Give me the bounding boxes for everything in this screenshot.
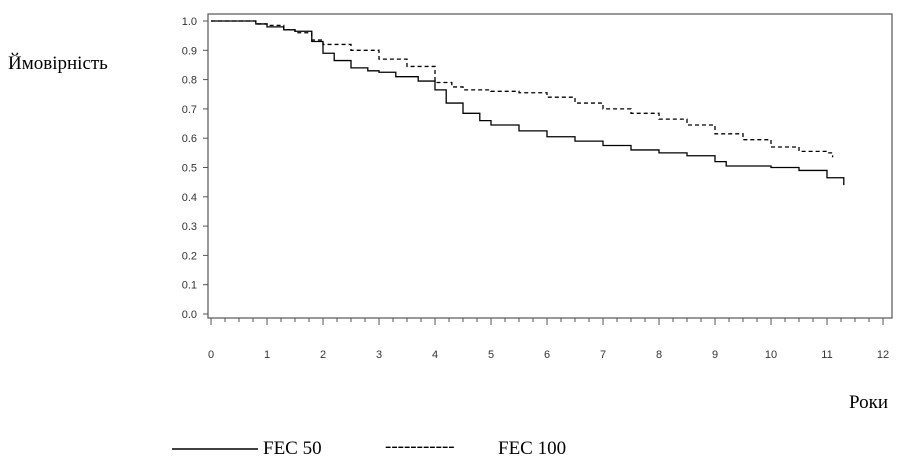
y-tick-label: 0.9 [182,45,197,57]
series-line-fec-100 [211,20,834,158]
y-tick-label: 0.6 [182,133,197,145]
y-tick-label: 0.2 [182,250,197,262]
x-tick-label: 0 [208,349,214,361]
y-tick-label: 0.1 [182,280,197,292]
y-tick-label: 0.7 [182,104,197,116]
x-tick-label: 11 [821,349,832,361]
legend-swatch-fec100: ----------- [385,436,455,457]
y-tick-label: 0.4 [182,192,197,204]
x-tick-label: 5 [488,349,494,361]
x-axis-label: Роки [849,392,888,413]
y-axis-label: Ймовірність [8,53,108,74]
x-tick-label: 3 [376,349,382,361]
x-axis: 0 1 2 3 4 5 6 7 8 9 10 11 12 [208,318,889,361]
legend-label-fec50: FEC 50 [263,438,322,459]
series-layer [211,20,845,186]
x-tick-label: 12 [877,349,889,361]
x-tick-label: 9 [712,349,718,361]
y-tick-label: 0.3 [182,221,197,233]
x-tick-label: 1 [264,349,270,361]
x-tick-label: 10 [765,349,777,361]
y-tick-label: 0.8 [182,75,197,87]
series-line-fec-50 [211,20,845,186]
y-axis: 0.0 0.1 0.2 0.3 0.4 0.5 0.6 0.7 0.8 0.9 1.0 [182,16,208,321]
y-tick-label: 0.0 [182,309,197,321]
x-tick-label: 6 [544,349,550,361]
legend-label-fec100: FEC 100 [498,438,566,459]
y-tick-label: 0.5 [182,163,197,175]
plot-frame [207,13,893,319]
x-tick-label: 8 [656,349,662,361]
x-tick-label: 7 [600,349,606,361]
y-tick-label: 1.0 [182,16,197,28]
x-tick-label: 2 [320,349,326,361]
legend: FEC 50 ----------- FEC 100 [172,436,566,459]
x-tick-label: 4 [432,349,438,361]
